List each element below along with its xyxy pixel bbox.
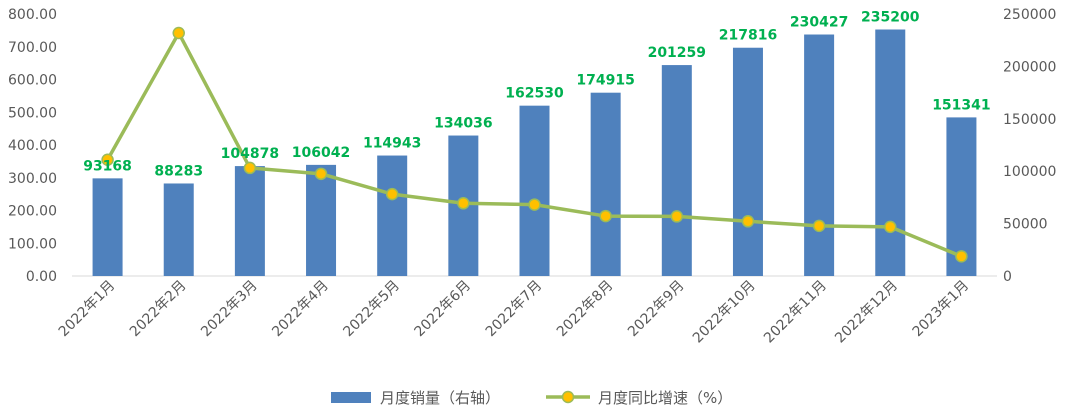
bar bbox=[234, 166, 265, 276]
left-axis-tick-label: 0.00 bbox=[26, 269, 57, 285]
line-point bbox=[385, 187, 399, 201]
right-axis-tick-label: 200000 bbox=[1003, 59, 1056, 75]
x-axis-tick-label: 2022年10月 bbox=[690, 278, 759, 347]
right-axis-tick-label: 150000 bbox=[1003, 112, 1056, 128]
line-point bbox=[457, 197, 470, 210]
x-axis-tick-label: 2022年3月 bbox=[198, 278, 261, 341]
x-axis-tick-label: 2023年1月 bbox=[910, 278, 973, 341]
bar-data-label: 88283 bbox=[154, 163, 203, 179]
left-axis-tick-label: 100.00 bbox=[8, 236, 57, 252]
legend-line-marker bbox=[561, 390, 575, 404]
bar-data-labels: 93168 88283 104878 106042 114943 134036 162530… bbox=[83, 10, 990, 180]
right-axis-tick-label: 250000 bbox=[1003, 7, 1056, 23]
bar-data-label: 93168 bbox=[83, 158, 132, 174]
bar-data-label: 104878 bbox=[221, 146, 279, 162]
line-point bbox=[243, 161, 257, 175]
bar-data-label: 174915 bbox=[576, 73, 634, 89]
right-axis-tick-label: 0 bbox=[1003, 269, 1012, 285]
bar-data-label: 201259 bbox=[648, 45, 706, 61]
bar-data-label: 162530 bbox=[505, 86, 564, 102]
left-axis-tick-label: 600.00 bbox=[8, 73, 57, 89]
right-axis: 0 50000 100000 150000 200000 250000 bbox=[1003, 7, 1056, 285]
right-axis-tick-label: 100000 bbox=[1003, 164, 1056, 180]
bar bbox=[92, 178, 123, 276]
line-point bbox=[101, 153, 114, 166]
line-point bbox=[599, 209, 612, 223]
legend-line-label: 月度同比增速（%） bbox=[598, 389, 732, 407]
bar bbox=[590, 92, 621, 276]
bar-data-label: 230427 bbox=[790, 15, 848, 31]
line-point bbox=[172, 26, 185, 40]
x-axis-tick-label: 2022年5月 bbox=[340, 278, 403, 341]
left-axis-tick-label: 400.00 bbox=[8, 138, 57, 154]
x-axis-tick-label: 2022年9月 bbox=[625, 278, 688, 341]
line-point bbox=[314, 167, 328, 181]
line-point bbox=[955, 250, 968, 263]
left-axis-tick-label: 800.00 bbox=[8, 7, 57, 23]
left-axis-tick-label: 500.00 bbox=[8, 105, 57, 121]
bar bbox=[732, 47, 763, 276]
legend: 月度销量（右轴） 月度同比增速（%） bbox=[331, 389, 732, 407]
x-axis-tick-label: 2022年4月 bbox=[269, 278, 332, 341]
legend-bar-swatch bbox=[331, 392, 371, 403]
line-point bbox=[670, 210, 684, 223]
x-axis: 2022年1月 2022年2月 2022年3月 2022年4月 2022年5月 2022年… bbox=[56, 278, 972, 347]
line-point bbox=[741, 215, 755, 228]
x-axis-tick-label: 2022年6月 bbox=[412, 278, 475, 341]
left-axis-tick-label: 700.00 bbox=[8, 40, 57, 56]
bar bbox=[163, 183, 194, 276]
line-series bbox=[101, 26, 968, 263]
line-point bbox=[528, 198, 541, 211]
x-axis-tick-label: 2022年1月 bbox=[56, 278, 119, 341]
line-point bbox=[812, 219, 826, 233]
legend-bar-label: 月度销量（右轴） bbox=[380, 389, 500, 407]
bar bbox=[661, 65, 692, 276]
bar-data-label: 134036 bbox=[434, 116, 492, 132]
bar-data-label: 106042 bbox=[292, 145, 350, 161]
left-axis-tick-label: 200.00 bbox=[8, 204, 57, 220]
bar-data-label: 235200 bbox=[861, 10, 920, 26]
left-axis: 0.00 100.00 200.00 300.00 400.00 500.00 600.00… bbox=[8, 7, 57, 285]
bar-data-label: 151341 bbox=[932, 97, 990, 113]
right-axis-tick-label: 50000 bbox=[1003, 217, 1048, 233]
bar bbox=[519, 105, 550, 277]
bar-series bbox=[92, 29, 977, 277]
bar bbox=[804, 34, 835, 276]
bar bbox=[946, 117, 977, 277]
bar-data-label: 217816 bbox=[719, 28, 777, 44]
left-axis-tick-label: 300.00 bbox=[8, 171, 57, 187]
x-axis-tick-label: 2022年7月 bbox=[483, 278, 546, 341]
line-point bbox=[884, 220, 897, 234]
x-axis-tick-label: 2022年8月 bbox=[554, 278, 617, 341]
bar-data-label: 114943 bbox=[363, 136, 421, 152]
bar bbox=[377, 155, 408, 276]
x-axis-tick-label: 2022年2月 bbox=[127, 278, 190, 341]
x-axis-tick-label: 2022年11月 bbox=[761, 278, 830, 347]
bar bbox=[875, 29, 906, 276]
x-axis-tick-label: 2022年12月 bbox=[832, 278, 901, 347]
bar bbox=[306, 164, 337, 276]
